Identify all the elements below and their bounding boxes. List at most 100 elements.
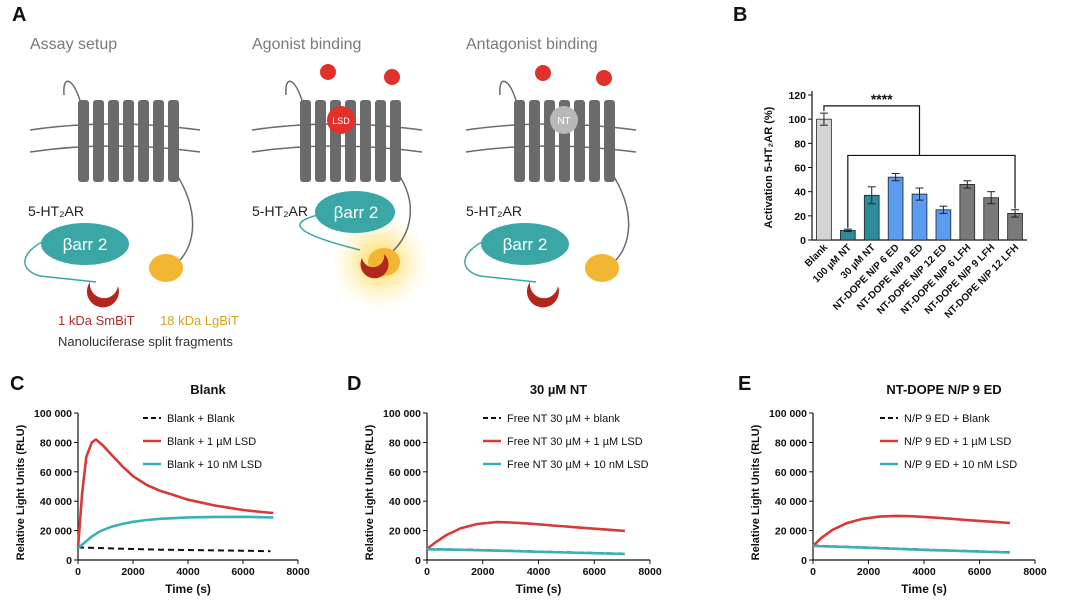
x-tick-label: 8000 [286,566,310,578]
legend-label: Blank + 1 µM LSD [167,436,256,448]
y-tick-label: 20 000 [775,526,807,538]
nt-bound-antagonist [550,106,578,134]
panel-letter-c: C [10,373,25,395]
series-line [77,515,274,550]
y-tick-label: 80 [794,138,806,150]
y-tick-label: 0 [66,555,72,567]
legend-label: Blank + Blank [167,413,235,425]
receptor-label: 5-HT₂AR [28,203,84,219]
barr2-label: βarr 2 [503,235,548,254]
legend-label: N/P 9 ED + 10 nM LSD [904,459,1017,471]
y-tick-label: 20 000 [389,526,421,538]
x-tick-label: 6000 [968,566,992,578]
chart-d-30um-nt-kinetics: 30 µM NT 0 20 000 40 000 60 000 80 000 100 000… [364,382,662,596]
assay-schematic: 5-HT₂AR βarr 2 LSD 5-HT₂AR βarr 2 NT [24,64,637,312]
barr2-protein [481,223,569,265]
significance-bracket [823,105,921,156]
significance-bracket [847,154,1016,228]
x-tick-label: 4000 [527,566,551,578]
bar [959,184,976,241]
panel-letter-a: A [12,4,27,26]
barr2-linker [299,214,361,251]
smbit-fragment [86,282,119,308]
barr2-protein [41,223,129,265]
y-tick-label: 100 [788,114,806,126]
receptor-c-tail [610,171,630,263]
chart-title: NT-DOPE N/P 9 ED [886,382,1001,397]
y-tick-label: 20 [794,211,806,223]
series-line [812,544,1011,554]
lgbit-fragment [585,254,619,282]
x-tick-label: 0 [75,566,81,578]
y-tick-label: 60 000 [775,467,807,479]
x-tick-label: 4000 [912,566,936,578]
y-axis-label: Activation 5-HT₂AR (%) [763,106,775,228]
lgbit-fragment [149,254,183,282]
series-line [76,438,274,549]
y-tick-label: 120 [788,90,806,102]
y-tick-label: 80 000 [775,437,807,449]
series-line [426,520,625,551]
x-axis-label: Time (s) [516,582,562,596]
y-tick-label: 20 000 [40,526,72,538]
chart-e-ntdope-kinetics: NT-DOPE N/P 9 ED 0 20 000 40 000 60 000 80 00… [750,382,1047,596]
y-tick-label: 60 000 [40,467,72,479]
x-tick-label: 6000 [231,566,255,578]
significance-marker: **** [871,91,893,107]
lgbit-legend-label: 18 kDa LgBiT [160,313,239,328]
lsd-molecule [596,70,612,86]
lsd-label: LSD [332,116,350,126]
x-axis-label: Time (s) [901,582,947,596]
barr2-label: βarr 2 [334,203,379,222]
receptor-label: 5-HT₂AR [252,203,308,219]
y-tick-label: 40 [794,187,806,199]
stage-title-agonist-binding: Agonist binding [252,36,362,53]
lsd-bound-ligand [327,106,355,134]
legend-label: N/P 9 ED + 1 µM LSD [904,436,1011,448]
y-tick-label: 60 000 [389,467,421,479]
x-tick-label: 8000 [1023,566,1047,578]
receptor-c-tail [391,171,412,253]
legend-label: Free NT 30 µM + blank [507,413,620,425]
stage-title-antagonist-binding: Antagonist binding [466,36,598,53]
legend-label: Free NT 30 µM + 1 µM LSD [507,436,643,448]
y-tick-label: 40 000 [775,496,807,508]
series-line [426,548,625,556]
bar [816,118,832,241]
x-tick-label: 0 [424,566,430,578]
series-line [77,546,271,553]
split-fragments-label: Nanoluciferase split fragments [58,334,233,349]
legend-label: Free NT 30 µM + 10 nM LSD [507,459,649,471]
barr2-linker [24,239,97,283]
y-axis-label: Relative Light Units (RLU) [750,424,762,560]
y-tick-label: 0 [415,555,421,567]
nt-label: NT [557,116,570,127]
barr2-protein [315,191,395,233]
stage-antagonist-binding: NT 5-HT₂AR βarr 2 [464,65,637,308]
y-tick-label: 100 000 [383,408,421,420]
x-tick-label: 2000 [857,566,881,578]
lsd-molecule [320,64,336,80]
panel-letter-e: E [738,373,752,395]
chart-c-blank-kinetics: Blank 0 20 000 40 000 60 000 80 000 100 000 0 20… [15,382,310,596]
smbit-fragment [526,282,559,308]
y-tick-label: 80 000 [389,437,421,449]
receptor-7tm [78,100,179,182]
panel-letter-d: D [347,373,362,395]
legend-label: N/P 9 ED + Blank [904,413,990,425]
y-axis-label: Relative Light Units (RLU) [15,424,27,560]
stage-assay-setup: 5-HT₂AR βarr 2 [24,80,201,308]
chart-title: 30 µM NT [530,382,587,397]
x-tick-label: 8000 [638,566,662,578]
stage-title-assay-setup: Assay setup [30,36,118,53]
y-axis-label: Relative Light Units (RLU) [364,424,376,560]
y-tick-label: 40 000 [389,496,421,508]
x-tick-label: 6000 [583,566,607,578]
stage-agonist-binding: LSD 5-HT₂AR βarr 2 [251,64,430,312]
y-tick-label: 100 000 [34,408,72,420]
bar [887,176,904,241]
y-tick-label: 0 [800,235,806,247]
y-tick-label: 80 000 [40,437,72,449]
receptor-label: 5-HT₂AR [466,203,522,219]
